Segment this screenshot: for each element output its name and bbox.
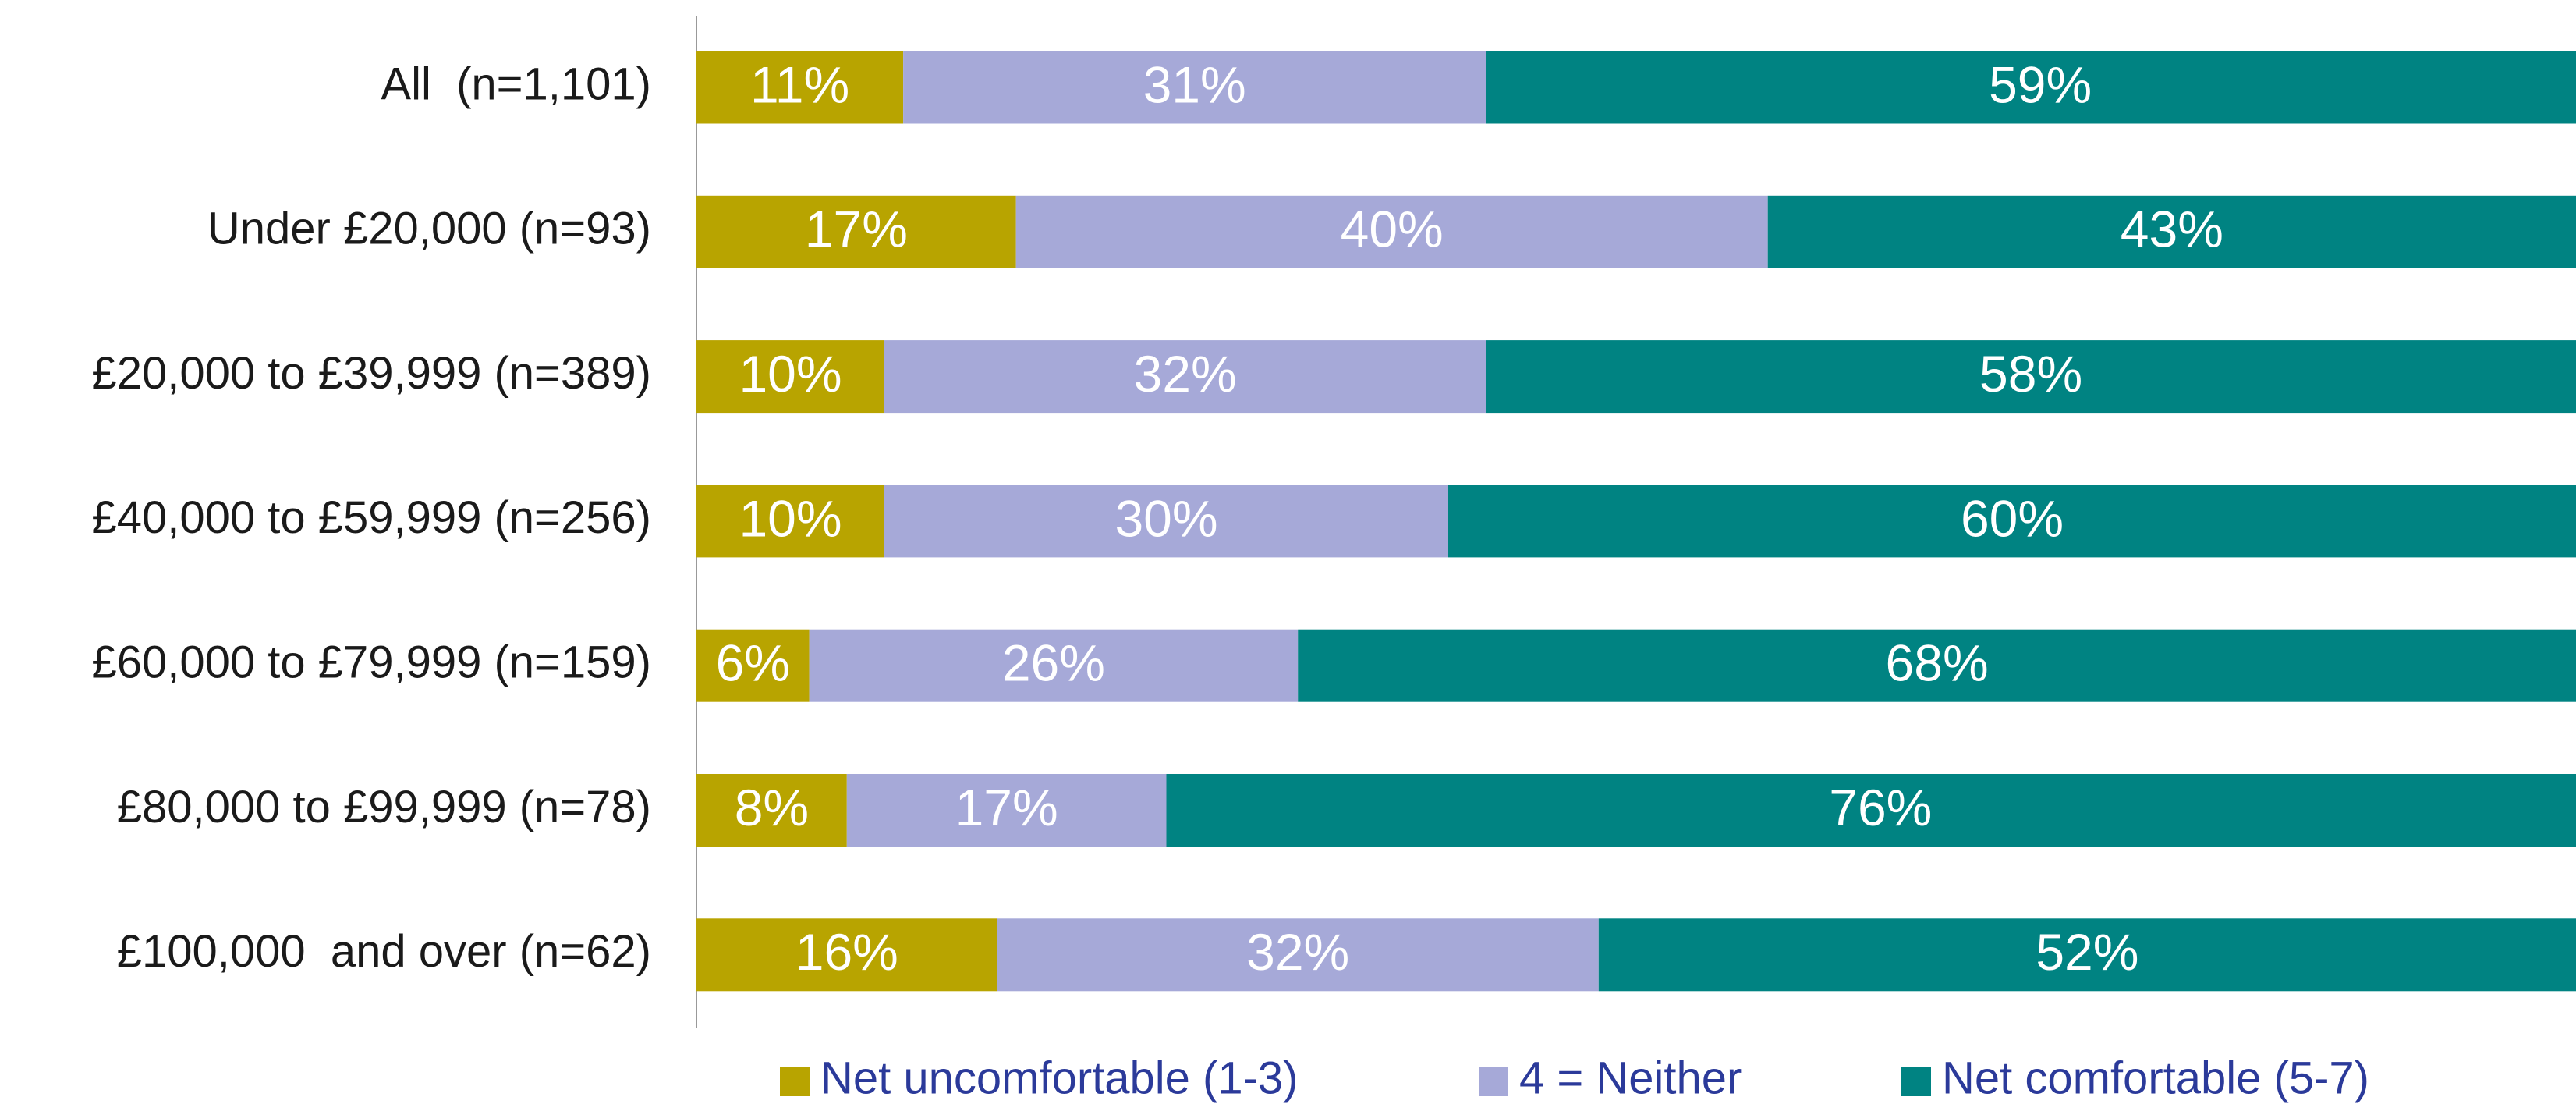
bar-segment xyxy=(696,774,847,847)
bar-segment xyxy=(1298,629,2576,702)
bar-segment xyxy=(884,485,1448,558)
data-label: 40% xyxy=(1341,201,1444,258)
legend-swatch xyxy=(1479,1067,1508,1096)
category-label: £60,000 to £79,999 (n=159) xyxy=(91,637,651,688)
data-label: 8% xyxy=(735,779,809,836)
data-label: 32% xyxy=(1246,923,1349,981)
bar-segment xyxy=(1598,918,2576,992)
bar-segment xyxy=(696,340,884,414)
data-label: 30% xyxy=(1114,489,1217,547)
data-label: 52% xyxy=(2036,923,2138,981)
category-label: £100,000 and over (n=62) xyxy=(117,926,651,977)
bar-segment xyxy=(884,340,1486,414)
bar-segment xyxy=(696,51,904,124)
data-label: 60% xyxy=(1961,489,2064,547)
bar-segment xyxy=(696,918,997,992)
bar-segment xyxy=(696,629,810,702)
category-label: £40,000 to £59,999 (n=256) xyxy=(91,492,651,543)
category-label: £20,000 to £39,999 (n=389) xyxy=(91,348,651,399)
bar-segment xyxy=(696,195,1016,268)
bar-segment xyxy=(1015,195,1768,268)
data-label: 16% xyxy=(795,923,898,981)
data-label: 10% xyxy=(739,345,842,403)
data-label: 6% xyxy=(716,634,790,692)
data-label: 26% xyxy=(1002,634,1105,692)
bar-segment xyxy=(846,774,1167,847)
bar-segment xyxy=(696,485,884,558)
category-label: £80,000 to £99,999 (n=78) xyxy=(117,782,651,832)
legend-swatch xyxy=(780,1067,810,1096)
bar-segment xyxy=(1767,195,2576,268)
legend-label: 4 = Neither xyxy=(1519,1053,1742,1103)
bar-segment xyxy=(809,629,1299,702)
category-label: All (n=1,101) xyxy=(381,59,651,109)
legend-label: Net uncomfortable (1-3) xyxy=(820,1053,1298,1103)
data-label: 43% xyxy=(2121,201,2223,258)
data-label: 68% xyxy=(1886,634,1989,692)
data-label: 76% xyxy=(1829,779,1932,836)
data-label: 59% xyxy=(1989,55,2092,113)
bar-segment xyxy=(1448,485,2576,558)
data-label: 17% xyxy=(955,779,1058,836)
bar-segment xyxy=(1486,340,2576,414)
category-label: Under £20,000 (n=93) xyxy=(207,204,651,254)
legend-swatch xyxy=(1901,1067,1931,1096)
bar-segment xyxy=(1486,51,2576,124)
data-label: 58% xyxy=(1979,345,2082,403)
bar-segment xyxy=(903,51,1486,124)
data-label: 10% xyxy=(739,489,842,547)
data-label: 11% xyxy=(750,55,849,113)
bar-segment xyxy=(997,918,1599,992)
data-label: 17% xyxy=(805,201,908,258)
bar-segment xyxy=(1166,774,2576,847)
legend-label: Net comfortable (5-7) xyxy=(1942,1053,2369,1103)
data-label: 31% xyxy=(1143,55,1246,113)
data-label: 32% xyxy=(1134,345,1237,403)
